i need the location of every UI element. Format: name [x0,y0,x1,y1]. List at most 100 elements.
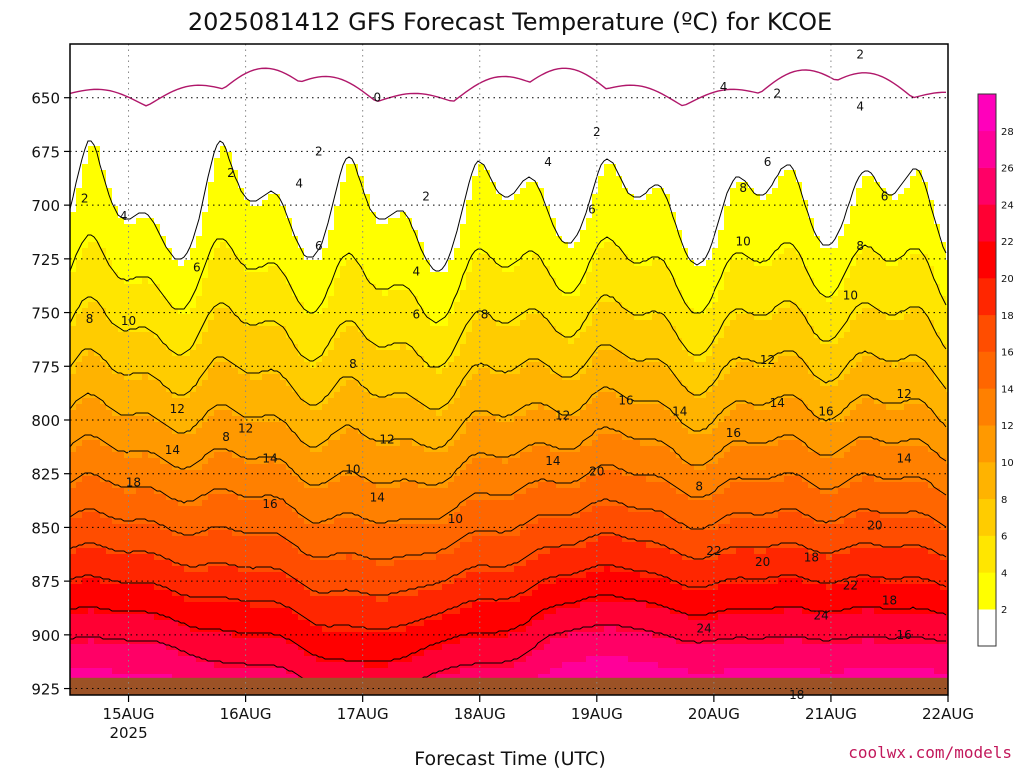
temperature-cell [202,440,209,447]
temperature-cell [148,314,155,321]
temperature-cell [310,350,317,357]
temperature-cell [316,230,323,237]
temperature-cell [112,260,119,267]
temperature-cell [94,392,101,399]
temperature-cell [196,92,203,99]
temperature-cell [178,476,185,483]
temperature-cell [190,50,197,57]
temperature-cell [196,374,203,381]
temperature-cell [316,356,323,363]
temperature-cell [232,92,239,99]
temperature-cell [76,506,83,513]
temperature-cell [124,224,131,231]
temperature-cell [298,500,305,507]
temperature-cell [94,416,101,423]
temperature-cell [328,446,335,453]
temperature-cell [130,290,137,297]
temperature-cell [328,506,335,513]
temperature-cell [184,476,191,483]
temperature-cell [190,170,197,177]
temperature-cell [88,638,95,645]
temperature-cell [268,224,275,231]
temperature-cell [184,674,191,681]
temperature-cell [238,344,245,351]
temperature-cell [142,152,149,159]
temperature-cell [256,158,263,165]
temperature-cell [316,140,323,147]
temperature-cell [274,542,281,549]
temperature-cell [214,452,221,459]
temperature-cell [118,512,125,519]
temperature-cell [70,326,77,333]
temperature-cell [304,362,311,369]
temperature-cell [154,398,161,405]
temperature-cell [208,632,215,639]
temperature-cell [322,512,329,519]
temperature-cell [262,146,269,153]
temperature-cell [280,650,287,657]
temperature-cell [244,188,251,195]
temperature-cell [322,452,329,459]
temperature-cell [268,80,275,87]
temperature-cell [298,326,305,333]
temperature-cell [100,230,107,237]
temperature-cell [334,56,341,63]
temperature-cell [334,242,341,249]
temperature-cell [190,230,197,237]
temperature-cell [226,116,233,123]
temperature-cell [256,368,263,375]
temperature-cell [274,260,281,267]
temperature-cell [184,656,191,663]
temperature-cell [196,302,203,309]
temperature-cell [292,602,299,609]
temperature-cell [82,362,89,369]
temperature-cell [166,662,173,669]
temperature-cell [322,416,329,423]
temperature-cell [280,386,287,393]
temperature-cell [118,110,125,117]
temperature-cell [172,476,179,483]
temperature-cell [88,260,95,267]
temperature-cell [160,56,167,63]
temperature-cell [94,326,101,333]
temperature-cell [124,452,131,459]
temperature-cell [106,218,113,225]
temperature-cell [322,620,329,627]
temperature-cell [118,380,125,387]
temperature-cell [304,602,311,609]
temperature-cell [298,272,305,279]
temperature-cell [316,464,323,471]
temperature-cell [154,182,161,189]
temperature-cell [172,530,179,537]
temperature-cell [268,536,275,543]
temperature-cell [88,188,95,195]
temperature-cell [226,110,233,117]
temperature-cell [118,284,125,291]
temperature-cell [172,224,179,231]
temperature-cell [310,530,317,537]
temperature-cell [268,488,275,495]
temperature-cell [124,248,131,255]
temperature-cell [112,500,119,507]
temperature-cell [268,620,275,627]
temperature-cell [322,212,329,219]
temperature-cell [214,74,221,81]
temperature-cell [214,128,221,135]
temperature-cell [298,56,305,63]
temperature-cell [142,278,149,285]
temperature-cell [340,398,347,405]
temperature-cell [250,416,257,423]
temperature-cell [148,458,155,465]
temperature-cell [310,512,317,519]
temperature-cell [262,338,269,345]
temperature-cell [160,464,167,471]
temperature-cell [106,296,113,303]
temperature-cell [238,170,245,177]
temperature-cell [334,476,341,483]
temperature-cell [226,632,233,639]
temperature-cell [244,74,251,81]
temperature-cell [178,266,185,273]
temperature-cell [94,236,101,243]
temperature-cell [106,662,113,669]
temperature-cell [250,368,257,375]
